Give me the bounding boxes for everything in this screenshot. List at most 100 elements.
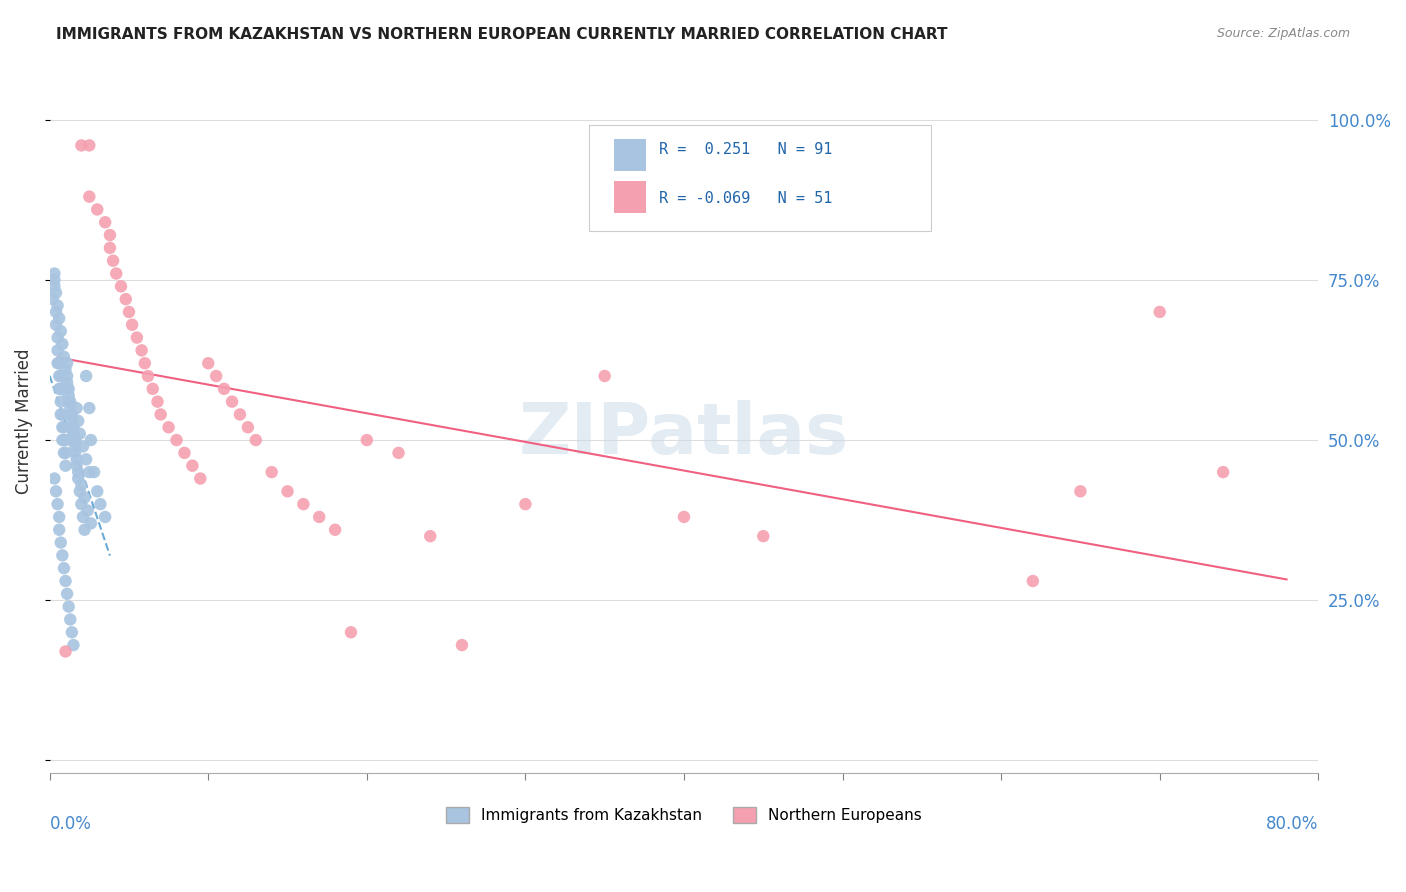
Point	[55, 433, 77, 447]
Point	[59, 612, 82, 626]
Point	[67, 414, 90, 428]
Point	[45, 484, 67, 499]
Point	[86, 484, 108, 499]
Point	[56, 369, 79, 384]
Point	[44, 471, 66, 485]
Y-axis label: Currently Married: Currently Married	[15, 348, 32, 493]
Point	[67, 471, 90, 485]
Point	[45, 305, 67, 319]
Point	[60, 625, 83, 640]
Point	[105, 267, 128, 281]
Point	[42, 292, 65, 306]
Point	[76, 503, 98, 517]
Point	[67, 465, 90, 479]
Point	[70, 138, 93, 153]
Point	[245, 433, 267, 447]
Point	[58, 599, 80, 614]
Point	[515, 497, 537, 511]
Point	[188, 471, 211, 485]
Point	[89, 497, 111, 511]
Point	[229, 408, 252, 422]
Point	[44, 273, 66, 287]
Point	[75, 452, 97, 467]
Point	[49, 535, 72, 549]
Point	[49, 408, 72, 422]
Point	[55, 644, 77, 658]
Point	[197, 356, 219, 370]
Point	[65, 401, 87, 415]
Point	[212, 382, 235, 396]
Point	[236, 420, 259, 434]
Point	[60, 408, 83, 422]
Point	[308, 510, 330, 524]
Point	[98, 241, 121, 255]
Point	[80, 433, 103, 447]
Point	[62, 420, 84, 434]
Point	[49, 369, 72, 384]
Point	[51, 433, 73, 447]
Point	[125, 330, 148, 344]
Point	[70, 497, 93, 511]
Text: Source: ZipAtlas.com: Source: ZipAtlas.com	[1216, 27, 1350, 40]
Point	[72, 510, 94, 524]
Point	[62, 426, 84, 441]
Point	[86, 202, 108, 217]
Point	[72, 440, 94, 454]
Point	[260, 465, 283, 479]
Text: 0.0%: 0.0%	[49, 815, 91, 833]
Point	[65, 452, 87, 467]
Text: R =  0.251   N = 91: R = 0.251 N = 91	[658, 142, 832, 157]
Point	[451, 638, 474, 652]
Point	[63, 440, 86, 454]
Point	[48, 382, 70, 396]
Point	[173, 446, 195, 460]
Point	[79, 465, 101, 479]
Point	[1212, 465, 1234, 479]
Point	[45, 318, 67, 332]
Point	[70, 478, 93, 492]
Point	[149, 408, 172, 422]
Point	[46, 497, 69, 511]
Point	[62, 638, 84, 652]
Point	[94, 510, 117, 524]
Point	[59, 394, 82, 409]
Point	[79, 138, 101, 153]
Point	[52, 350, 75, 364]
Point	[55, 446, 77, 460]
Point	[52, 446, 75, 460]
Point	[46, 299, 69, 313]
Point	[45, 285, 67, 300]
Point	[752, 529, 775, 543]
Point	[48, 523, 70, 537]
Point	[323, 523, 346, 537]
Point	[419, 529, 441, 543]
Point	[134, 356, 156, 370]
Point	[277, 484, 299, 499]
Point	[80, 516, 103, 531]
Point	[1022, 574, 1045, 588]
Point	[55, 362, 77, 376]
Point	[672, 510, 695, 524]
Point	[79, 401, 101, 415]
Point	[157, 420, 180, 434]
Legend: Immigrants from Kazakhstan, Northern Europeans: Immigrants from Kazakhstan, Northern Eur…	[440, 801, 928, 829]
Point	[356, 433, 378, 447]
Point	[114, 292, 136, 306]
Point	[49, 382, 72, 396]
Bar	[614, 181, 645, 213]
Point	[79, 189, 101, 203]
Point	[51, 337, 73, 351]
Point	[59, 408, 82, 422]
Point	[51, 549, 73, 563]
Point	[58, 394, 80, 409]
Point	[121, 318, 143, 332]
Point	[52, 561, 75, 575]
Point	[44, 279, 66, 293]
Point	[48, 510, 70, 524]
Point	[101, 253, 124, 268]
Point	[146, 394, 169, 409]
Point	[110, 279, 132, 293]
Point	[205, 369, 228, 384]
Point	[48, 356, 70, 370]
Point	[46, 343, 69, 358]
